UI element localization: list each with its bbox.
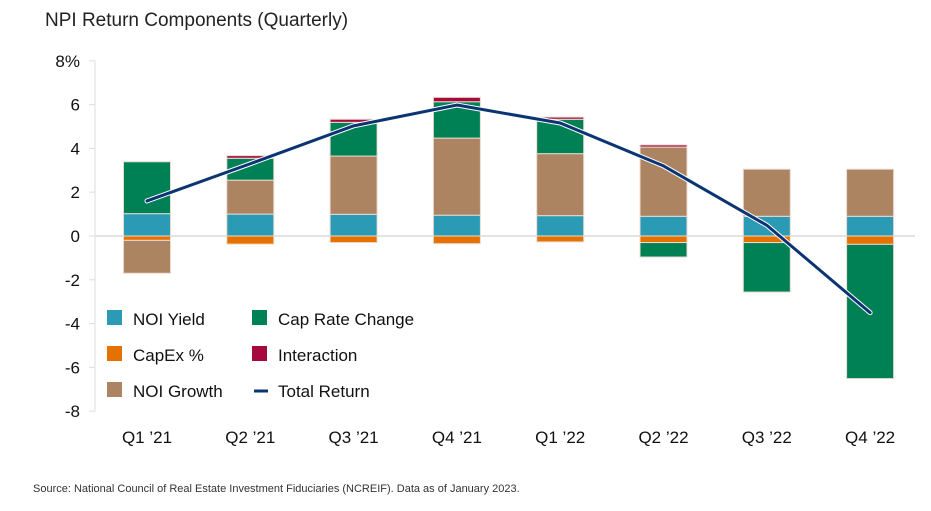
y-tick-label: -4 xyxy=(65,315,80,334)
bar-noi-yield xyxy=(329,213,378,237)
x-tick-label: Q4 ’21 xyxy=(432,428,482,447)
bar-cap-rate-change xyxy=(742,242,791,293)
bar-cap-rate-change xyxy=(639,242,688,258)
bar-noi-growth xyxy=(432,137,481,216)
total-return-line xyxy=(145,103,872,315)
bar-noi-yield xyxy=(123,213,171,237)
legend-label: Total Return xyxy=(278,382,370,401)
legend-label: Interaction xyxy=(278,346,357,365)
legend-label: NOI Yield xyxy=(133,310,205,329)
source-note: Source: National Council of Real Estate … xyxy=(33,483,520,495)
x-tick-label: Q2 ’21 xyxy=(225,428,275,447)
y-tick-label: 4 xyxy=(71,139,80,158)
x-tick-label: Q1 ’22 xyxy=(535,428,585,447)
bar-capex xyxy=(226,235,275,245)
bar-capex xyxy=(639,235,688,244)
y-tick-label: -8 xyxy=(65,402,80,421)
y-tick-label: -2 xyxy=(65,271,80,290)
y-tick-label: 6 xyxy=(71,96,80,115)
y-tick-label: -6 xyxy=(65,358,80,377)
bar-capex xyxy=(123,235,171,241)
legend-swatch xyxy=(107,346,122,361)
legend-swatch xyxy=(107,310,122,325)
chart-title: NPI Return Components (Quarterly) xyxy=(45,10,349,31)
bar-interaction xyxy=(432,96,481,103)
bar-cap-rate-change xyxy=(123,161,171,215)
bar-noi-yield xyxy=(639,215,688,237)
y-tick-label: 0 xyxy=(71,227,80,246)
legend-swatch xyxy=(107,382,122,397)
y-tick-label: 8% xyxy=(55,52,80,71)
x-tick-label: Q4 ’22 xyxy=(845,428,895,447)
legend-label: CapEx % xyxy=(133,346,204,365)
bar-noi-yield xyxy=(432,214,481,237)
bar-noi-growth xyxy=(123,239,171,274)
x-tick-label: Q2 ’22 xyxy=(638,428,688,447)
bar-noi-yield xyxy=(536,215,585,237)
bar-interaction xyxy=(639,144,688,148)
x-tick-label: Q3 ’21 xyxy=(329,428,379,447)
bar-cap-rate-change xyxy=(846,243,895,380)
bar-noi-yield xyxy=(846,215,895,237)
bar-capex xyxy=(846,235,895,245)
bar-capex xyxy=(432,235,481,245)
legend-label: NOI Growth xyxy=(133,382,223,401)
bar-noi-growth xyxy=(329,155,378,215)
x-tick-label: Q3 ’22 xyxy=(742,428,792,447)
bar-noi-growth xyxy=(226,179,275,215)
bar-noi-yield xyxy=(226,213,275,237)
bar-noi-growth xyxy=(742,168,791,217)
legend-label: Cap Rate Change xyxy=(278,310,414,329)
y-tick-label: 2 xyxy=(71,183,80,202)
bar-capex xyxy=(536,235,585,243)
legend-swatch xyxy=(252,346,267,361)
x-tick-label: Q1 ’21 xyxy=(122,428,172,447)
legend-swatch xyxy=(252,310,267,325)
bar-noi-growth xyxy=(846,168,895,217)
bar-noi-growth xyxy=(536,153,585,217)
bar-capex xyxy=(329,235,378,244)
bar-cap-rate-change xyxy=(329,121,378,157)
